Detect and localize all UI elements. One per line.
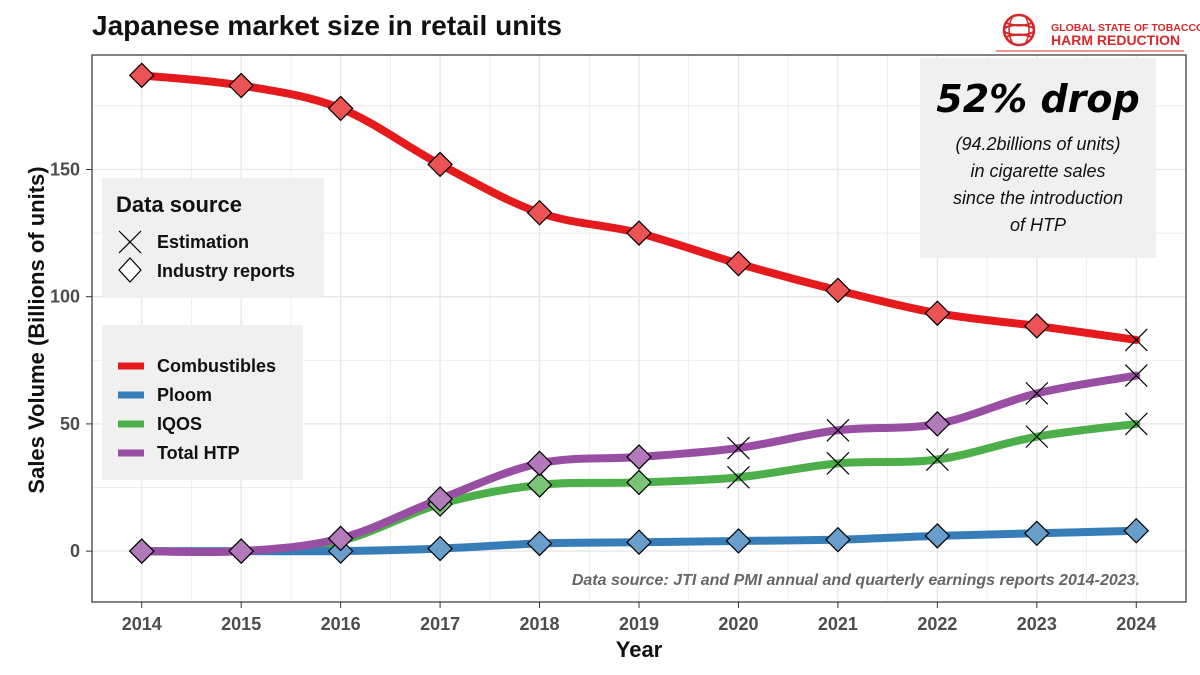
marker-cross-combustibles-2024: [1124, 328, 1148, 352]
callout-line-2: in cigarette sales: [970, 161, 1105, 181]
globe-icon: [1002, 13, 1036, 47]
y-axis: 0 50 100 150: [50, 159, 92, 561]
x-tick-label: 2022: [917, 614, 957, 634]
marker-diamond-combustibles-2020: [725, 250, 752, 277]
logo: GLOBAL STATE OF TOBACCO HARM REDUCTION: [996, 13, 1200, 52]
marker-diamond-ploom-2021: [825, 526, 851, 553]
legend-data-source-bg: [102, 178, 324, 298]
marker-cross-stroke: [925, 448, 949, 471]
marker-cross-iqos-2023: [1025, 425, 1049, 449]
marker-cross-stroke: [1025, 381, 1049, 405]
callout-bg: [920, 58, 1156, 258]
marker-diamond-ploom-2024: [1123, 517, 1150, 544]
marker-diamond-ploom-2019: [626, 529, 652, 556]
callout-headline: 52% drop: [936, 77, 1139, 121]
marker-cross-total-htp-2023: [1025, 381, 1049, 405]
marker-cross-stroke: [727, 465, 750, 489]
x-tick-label: 2015: [221, 614, 261, 634]
x-tick-label: 2014: [122, 614, 162, 634]
marker-cross-iqos-2021: [826, 451, 850, 475]
marker-diamond-total-htp-2022: [924, 411, 951, 437]
logo-line2: HARM REDUCTION: [1051, 32, 1180, 48]
marker-diamond-iqos-2019: [626, 469, 652, 496]
y-axis-title: Sales Volume (Billions of units): [24, 166, 49, 493]
marker-diamond-combustibles-2015: [228, 72, 255, 99]
marker-diamond-combustibles-2017: [427, 151, 453, 178]
marker-diamond-total-htp-2014: [128, 538, 155, 564]
marker-diamond-combustibles-2018: [526, 199, 553, 226]
marker-diamond-ploom-2020: [725, 528, 752, 554]
legend-label-total-htp: Total HTP: [157, 443, 240, 463]
marker-cross-iqos-2020: [727, 465, 750, 489]
x-tick-label: 2021: [818, 614, 858, 634]
y-tick-label: 150: [50, 159, 80, 179]
legend-label-combustibles: Combustibles: [157, 356, 276, 376]
x-tick-label: 2023: [1017, 614, 1057, 634]
x-tick-label: 2017: [420, 614, 460, 634]
marker-cross-stroke: [1124, 328, 1148, 352]
x-tick-label: 2024: [1116, 614, 1156, 634]
source-note: Data source: JTI and PMI annual and quar…: [572, 572, 1140, 589]
marker-diamond-ploom-2023: [1023, 520, 1050, 547]
callout-line-3: since the introduction: [953, 188, 1123, 208]
marker-diamond-iqos-2018: [526, 472, 553, 498]
marker-cross-iqos-2022: [925, 448, 949, 471]
legend-item-industry-reports: Industry reports: [157, 261, 295, 281]
callout-line-4: of HTP: [1010, 215, 1066, 235]
marker-diamond-combustibles-2019: [626, 220, 652, 246]
legend-label-ploom: Ploom: [157, 385, 212, 405]
cross-icon: [118, 230, 142, 254]
legend-series: Combustibles Ploom IQOS Total HTP: [102, 325, 303, 480]
x-tick-label: 2020: [718, 614, 758, 634]
marker-diamond-total-htp-2016: [327, 525, 354, 552]
marker-cross-stroke: [1124, 364, 1148, 387]
marker-diamond-ploom-2018: [526, 530, 553, 557]
marker-diamond-combustibles-2023: [1023, 313, 1050, 339]
marker-cross-stroke: [826, 451, 850, 475]
legend-label-iqos: IQOS: [157, 414, 202, 434]
marker-diamond-total-htp-2018: [526, 450, 553, 477]
diamond-icon: [118, 257, 142, 283]
marker-diamond-combustibles-2016: [327, 95, 354, 122]
marker-diamond-total-htp-2015: [228, 538, 255, 564]
marker-cross-total-htp-2021: [826, 418, 850, 442]
x-axis: 2014 2015 2016 2017 2018 2019 2020 2021 2022 2023…: [122, 602, 1156, 634]
x-tick-label: 2018: [520, 614, 560, 634]
marker-cross-total-htp-2024: [1124, 364, 1148, 387]
marker-cross-stroke: [1124, 412, 1148, 436]
callout-box: 52% drop (94.2billions of units) in ciga…: [920, 58, 1156, 258]
marker-diamond-combustibles-2014: [128, 62, 155, 89]
marker-diamond-total-htp-2019: [626, 444, 652, 470]
callout-line-1: (94.2billions of units): [955, 134, 1120, 154]
y-tick-label: 0: [70, 541, 80, 561]
y-tick-label: 100: [50, 287, 80, 307]
marker-cross-iqos-2024: [1124, 412, 1148, 436]
chart-title: Japanese market size in retail units: [92, 10, 562, 41]
marker-cross-stroke: [727, 436, 750, 460]
marker-diamond-combustibles-2022: [924, 300, 951, 327]
legend-item-estimation: Estimation: [157, 232, 249, 252]
legend-data-source: Data source Estimation Industry reports: [102, 178, 324, 298]
marker-diamond-ploom-2022: [924, 523, 951, 549]
marker-cross-stroke: [826, 418, 850, 442]
marker-diamond-ploom-2017: [427, 535, 453, 562]
logo-line1: GLOBAL STATE OF TOBACCO: [1051, 22, 1200, 34]
marker-diamond-combustibles-2021: [825, 277, 851, 304]
marker-cross-stroke: [1025, 425, 1049, 449]
legend-data-source-title: Data source: [116, 192, 242, 217]
marker-diamond-total-htp-2017: [427, 486, 453, 512]
y-tick-label: 50: [60, 414, 80, 434]
marker-cross-total-htp-2020: [727, 436, 750, 460]
x-tick-label: 2016: [321, 614, 361, 634]
x-axis-title: Year: [616, 637, 663, 662]
data-markers: [128, 62, 1150, 564]
x-tick-label: 2019: [619, 614, 659, 634]
